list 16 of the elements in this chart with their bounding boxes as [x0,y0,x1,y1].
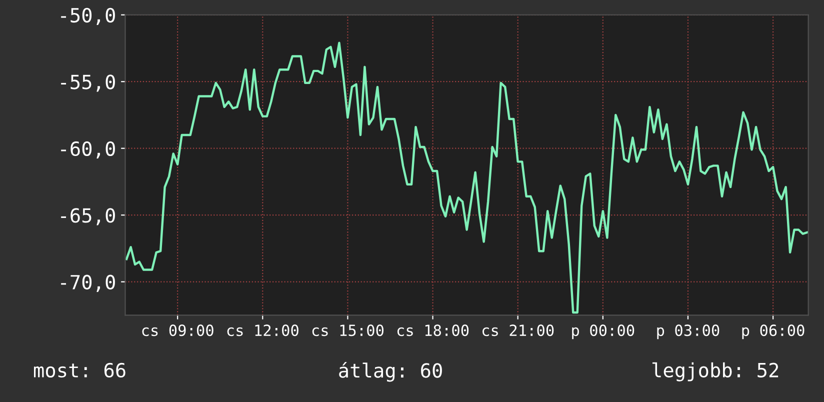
x-tick-label: cs 18:00 [397,324,469,336]
y-tick-label: -50,0 [61,8,115,26]
y-tick-label: -60,0 [61,141,115,158]
y-tick-label: -55,0 [61,74,115,92]
x-tick-label: cs 21:00 [482,324,554,336]
text: most: 66 [34,362,126,378]
x-tick-label: cs 12:00 [227,324,298,336]
x-tick-label: cs 15:00 [312,324,384,336]
text: legjobb: 52 [652,362,778,382]
x-tick-label: p 00:00 [572,324,634,340]
x-tick-label: p 06:00 [742,324,804,340]
text: átlag: 60 [339,362,442,382]
x-tick-label: p 03:00 [657,324,720,340]
x-tick-label: cs 09:00 [142,324,214,336]
y-tick-label: -70,0 [61,274,115,292]
y-tick-label: -65,0 [61,208,115,226]
